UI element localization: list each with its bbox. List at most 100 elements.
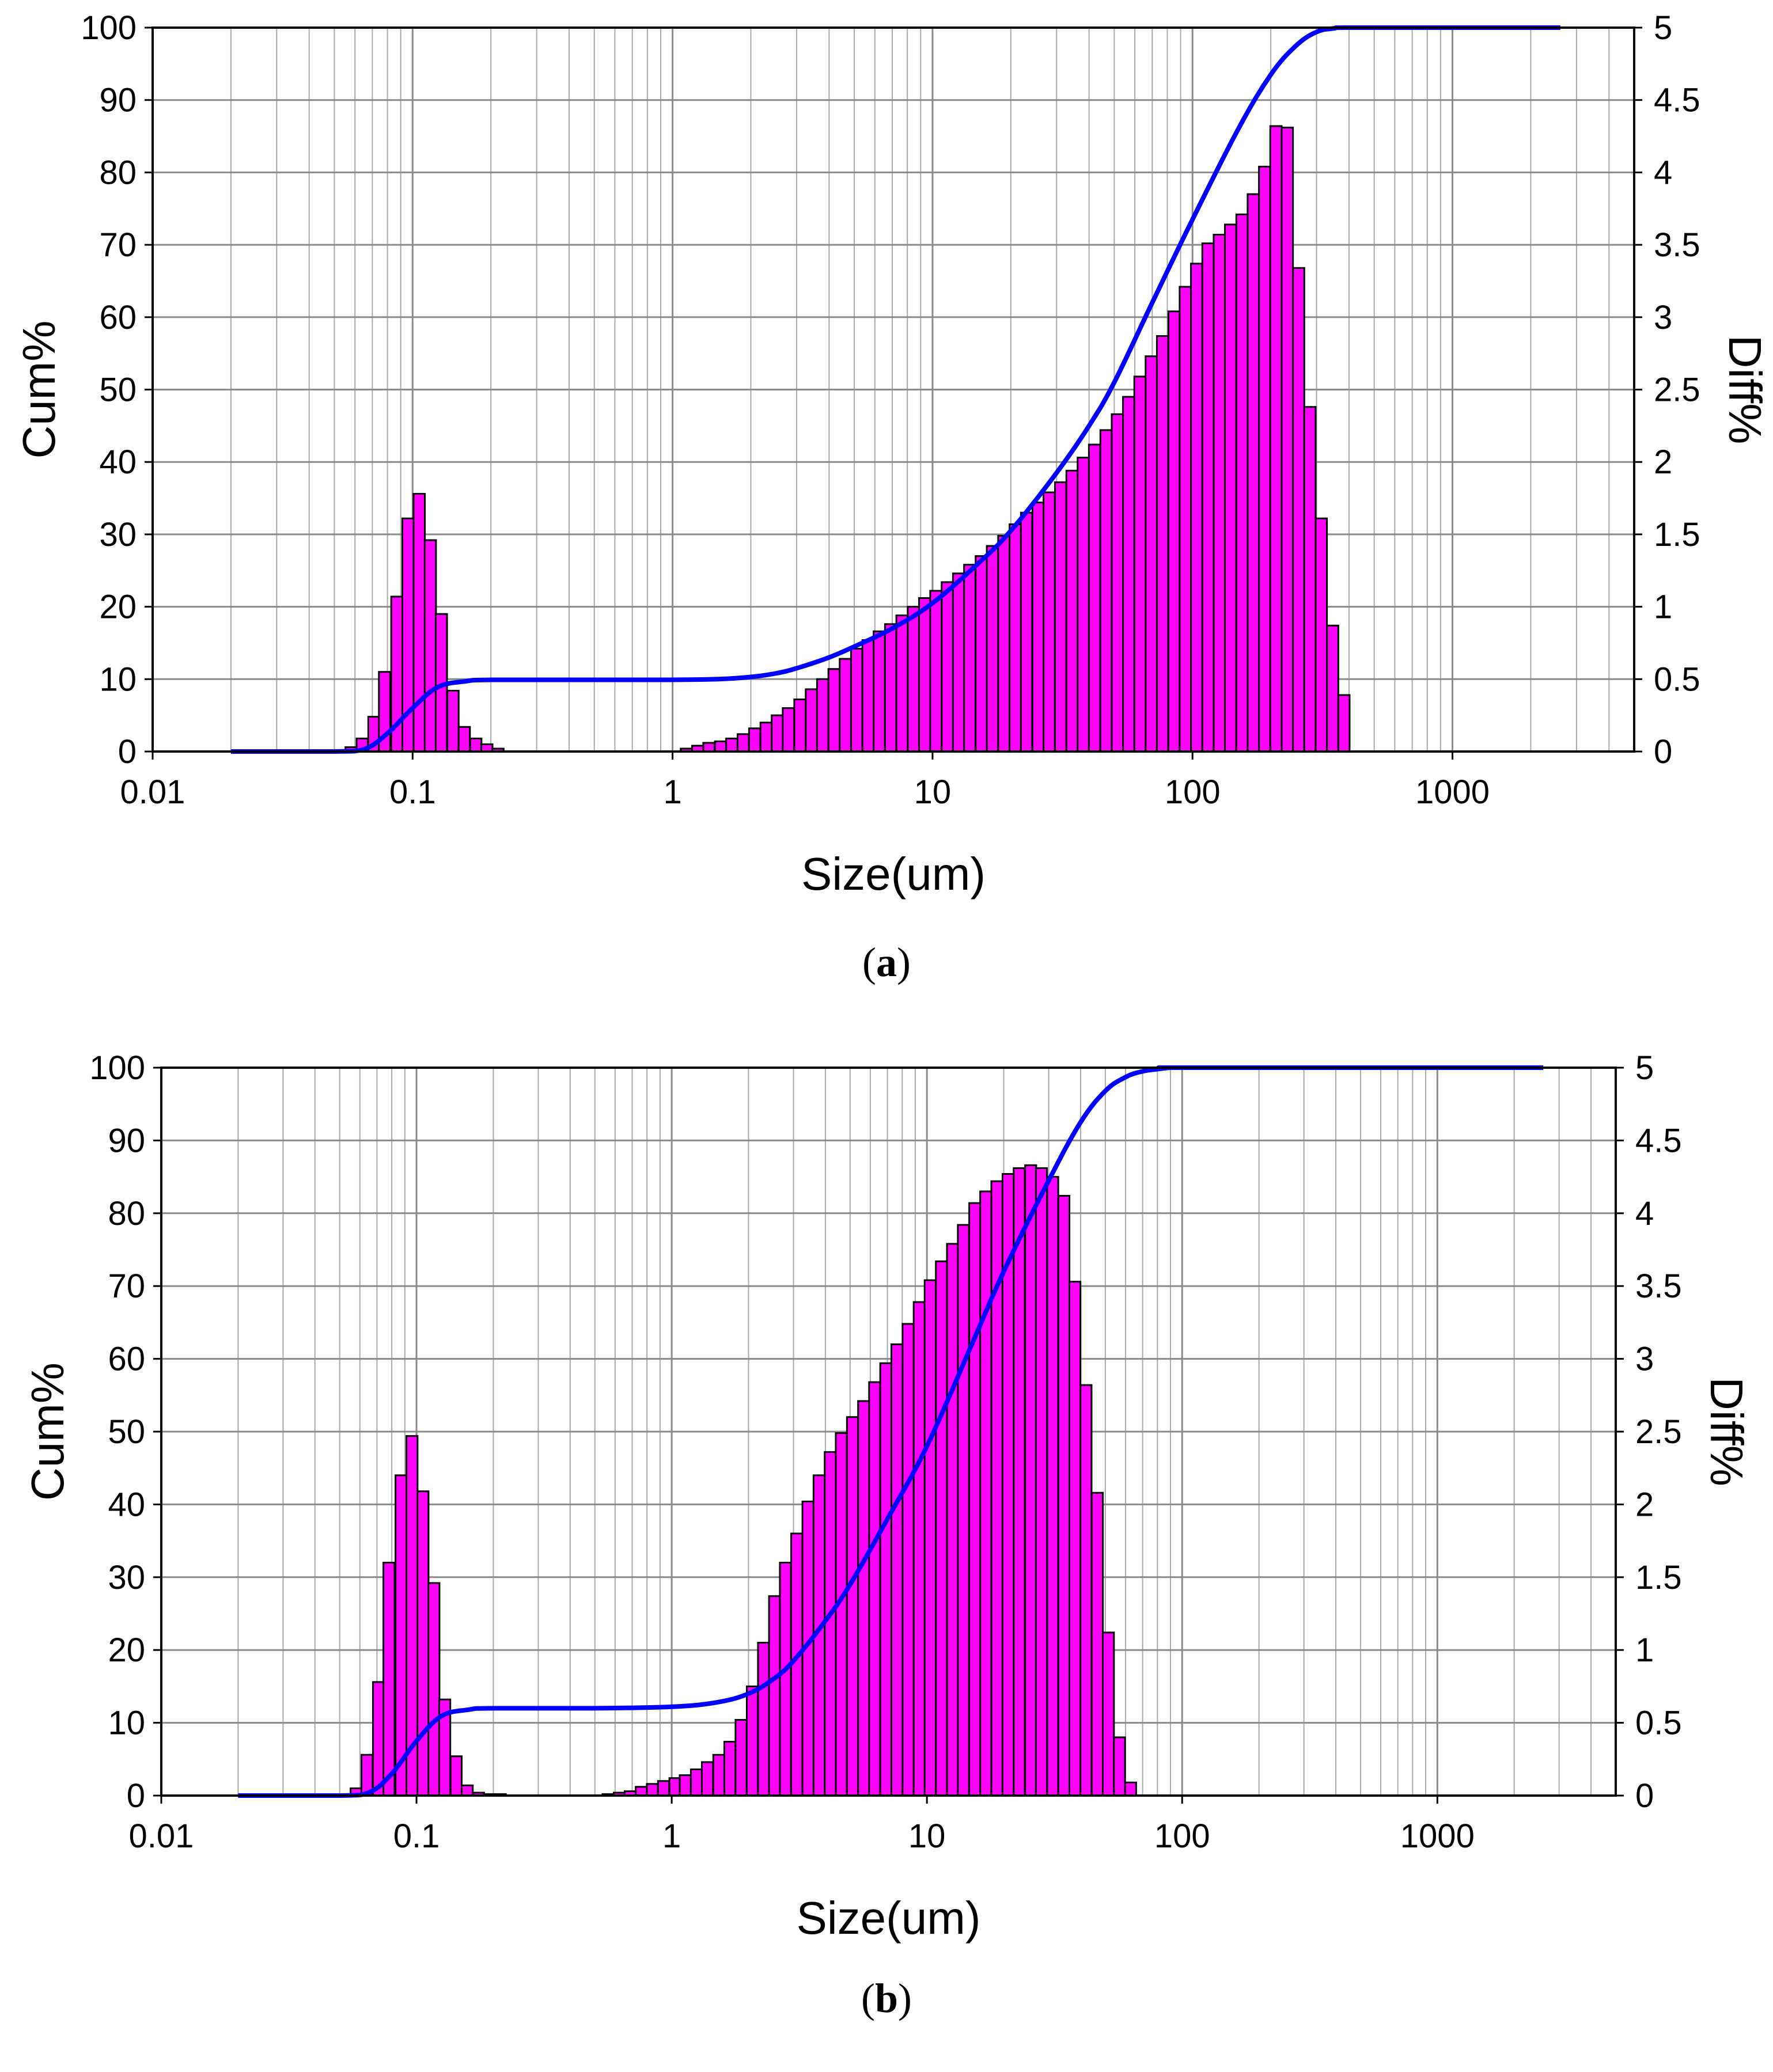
y-left-tick-label: 0: [118, 733, 137, 771]
y-left-tick-label: 10: [99, 661, 137, 698]
y-left-tick-label: 20: [108, 1631, 145, 1669]
x-tick-label: 1: [663, 773, 681, 811]
y-right-tick-label: 0.5: [1635, 1705, 1682, 1742]
diff-bar: [1213, 234, 1226, 753]
y-left-tick-label: 20: [99, 589, 137, 626]
diff-bar: [891, 1343, 904, 1797]
y-right-tick-label: 5: [1635, 1049, 1654, 1087]
diff-bar: [912, 1301, 926, 1797]
y-left-tick-label: 80: [99, 154, 137, 191]
y-right-tick-label: 1: [1635, 1631, 1654, 1669]
x-tick-label: 10: [908, 1817, 946, 1855]
diff-bar: [1258, 165, 1271, 753]
diff-bar: [846, 1416, 859, 1797]
diff-bar: [395, 1474, 408, 1797]
cum-line: [230, 25, 1560, 754]
y-right-tick-label: 3.5: [1635, 1268, 1682, 1305]
diff-bar: [1046, 1176, 1059, 1797]
diff-bar: [1024, 1164, 1037, 1797]
caption-a-label: a: [876, 939, 897, 985]
diff-bar: [857, 1400, 870, 1797]
diff-bar: [946, 1243, 959, 1797]
y-left-tick-label: 10: [108, 1705, 145, 1742]
x-tick-label: 0.1: [389, 773, 436, 811]
diff-bar: [929, 590, 943, 753]
diff-bar: [1090, 1492, 1104, 1797]
diff-bar: [1077, 457, 1090, 753]
y-right-tick-label: 3.5: [1654, 226, 1700, 264]
chart-a: 010203040506070809010000.511.522.533.544…: [13, 9, 1771, 900]
diff-bar: [1167, 310, 1181, 753]
diff-bar: [1145, 355, 1158, 753]
y-left-axis-title: Cum%: [22, 1363, 73, 1501]
x-tick-label: 1000: [1400, 1817, 1475, 1855]
x-axis-title: Size(um): [801, 848, 986, 900]
diff-bar: [771, 714, 784, 753]
diff-bar: [907, 606, 920, 753]
diff-bar: [1326, 624, 1339, 753]
x-axis-title: Size(um): [796, 1892, 980, 1944]
y-right-tick-label: 2.5: [1654, 371, 1700, 409]
diff-bar: [469, 737, 483, 753]
diff-bar: [827, 668, 841, 753]
diff-bar: [745, 1685, 759, 1797]
y-left-tick-label: 40: [108, 1486, 145, 1523]
diff-bar: [1113, 1736, 1126, 1797]
diff-bar: [805, 688, 818, 753]
y-left-tick-label: 50: [108, 1413, 145, 1451]
diff-bar: [700, 1761, 714, 1797]
diff-bar: [782, 707, 795, 753]
diff-bar: [952, 572, 965, 753]
y-right-tick-label: 1.5: [1635, 1559, 1682, 1596]
panel-b: 0 10 20 30 40 50 60 70 80 90 100 0 0.5 1 1.5 2 2.5 3 3.5 4 4…: [0, 1036, 1773, 2072]
diff-bar: [884, 623, 897, 753]
diff-bar: [1269, 125, 1283, 753]
diff-bar: [850, 648, 863, 753]
diff-bar: [679, 1774, 692, 1797]
x-tick-label: 100: [1154, 1817, 1210, 1855]
diff-bar: [1054, 481, 1067, 753]
diff-bar: [1122, 396, 1135, 753]
y-left-axis-title: Cum%: [13, 320, 65, 458]
diff-bar: [714, 740, 728, 753]
diff-bar: [957, 1224, 970, 1797]
y-right-axis-title: Diff%: [1719, 335, 1771, 445]
y-right-tick-label: 3: [1654, 299, 1672, 336]
diff-bar: [816, 678, 829, 753]
y-left-tick-label: 80: [108, 1195, 145, 1232]
diff-bar: [986, 545, 999, 753]
caption-b: (b): [861, 1975, 912, 2021]
diff-bar: [1009, 523, 1022, 753]
y-right-tick-label: 4.5: [1654, 82, 1700, 119]
diff-bar: [757, 1642, 770, 1797]
y-left-tick-label: 70: [108, 1268, 145, 1305]
diff-bar: [923, 1279, 937, 1797]
caption-b-label: b: [874, 1975, 899, 2021]
histogram-bars: [350, 1164, 1137, 1797]
diff-bar: [1065, 469, 1079, 753]
diff-bar: [725, 737, 738, 753]
diff-bar: [1179, 286, 1192, 753]
diff-bar: [975, 555, 988, 753]
y-right-tick-label: 4: [1654, 154, 1672, 191]
diff-bar: [879, 1362, 892, 1797]
diff-bar: [997, 534, 1010, 753]
diff-bar: [702, 742, 716, 753]
diff-bar: [835, 1432, 848, 1797]
y-right-tick-label: 0: [1635, 1777, 1654, 1815]
y-right-tick-label: 1.5: [1654, 516, 1700, 553]
diff-bar: [1020, 511, 1033, 753]
diff-bar: [895, 614, 909, 753]
diff-bar: [1314, 517, 1328, 753]
y-left-tick-label: 30: [99, 516, 137, 553]
diff-bar: [382, 1562, 396, 1797]
diff-bar: [457, 726, 471, 753]
diff-bar: [1068, 1281, 1082, 1797]
y-left-tick-label: 50: [99, 371, 137, 409]
diff-bar: [1035, 1167, 1048, 1797]
caption-a: (a): [862, 939, 911, 985]
diff-bar: [1133, 375, 1147, 753]
diff-bar: [416, 1490, 430, 1797]
y-left-tick-label: 60: [108, 1341, 145, 1378]
diff-bar: [748, 727, 762, 753]
